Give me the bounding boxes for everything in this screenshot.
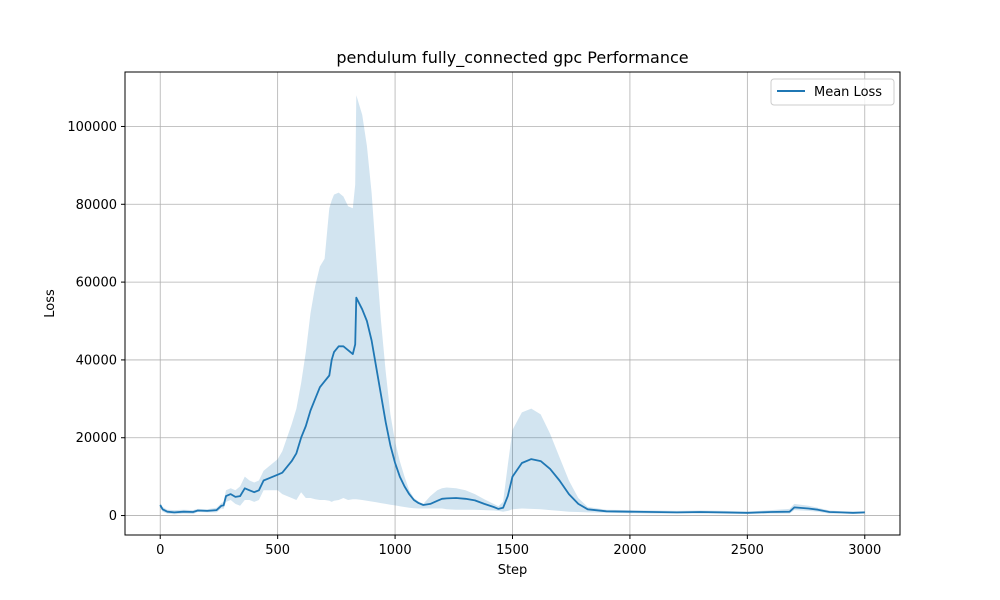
y-tick-label: 80000 [76, 198, 117, 213]
chart-title: pendulum fully_connected gpc Performance [336, 48, 688, 68]
confidence-band-layer [160, 95, 865, 515]
legend-box [770, 78, 895, 106]
grid-lines [125, 72, 900, 535]
y-tick-label: 20000 [76, 431, 117, 446]
series-line-mean-loss [159, 296, 865, 514]
legend: Mean Loss [770, 78, 895, 106]
y-tick-label: 60000 [76, 276, 117, 291]
y-axis-label: Loss [43, 289, 58, 318]
x-axis-ticks: 0 500 1000 1500 2000 2500 3000 [156, 535, 881, 558]
x-tick-label: 2000 [613, 543, 646, 558]
x-tick-label: 1500 [496, 543, 529, 558]
y-tick-label: 40000 [76, 353, 117, 368]
x-axis-label: Step [498, 563, 528, 578]
x-tick-label: 500 [265, 543, 290, 558]
y-axis-ticks: 0 20000 40000 60000 80000 100000 [67, 120, 125, 524]
series-line-layer [159, 296, 865, 514]
legend-label-mean-loss: Mean Loss [814, 85, 882, 100]
x-tick-label: 2500 [731, 543, 764, 558]
x-tick-label: 1000 [379, 543, 412, 558]
x-tick-label: 3000 [848, 543, 881, 558]
y-tick-label: 0 [109, 509, 117, 524]
confidence-band [160, 95, 865, 515]
y-tick-label: 100000 [67, 120, 117, 135]
x-tick-label: 0 [156, 543, 164, 558]
